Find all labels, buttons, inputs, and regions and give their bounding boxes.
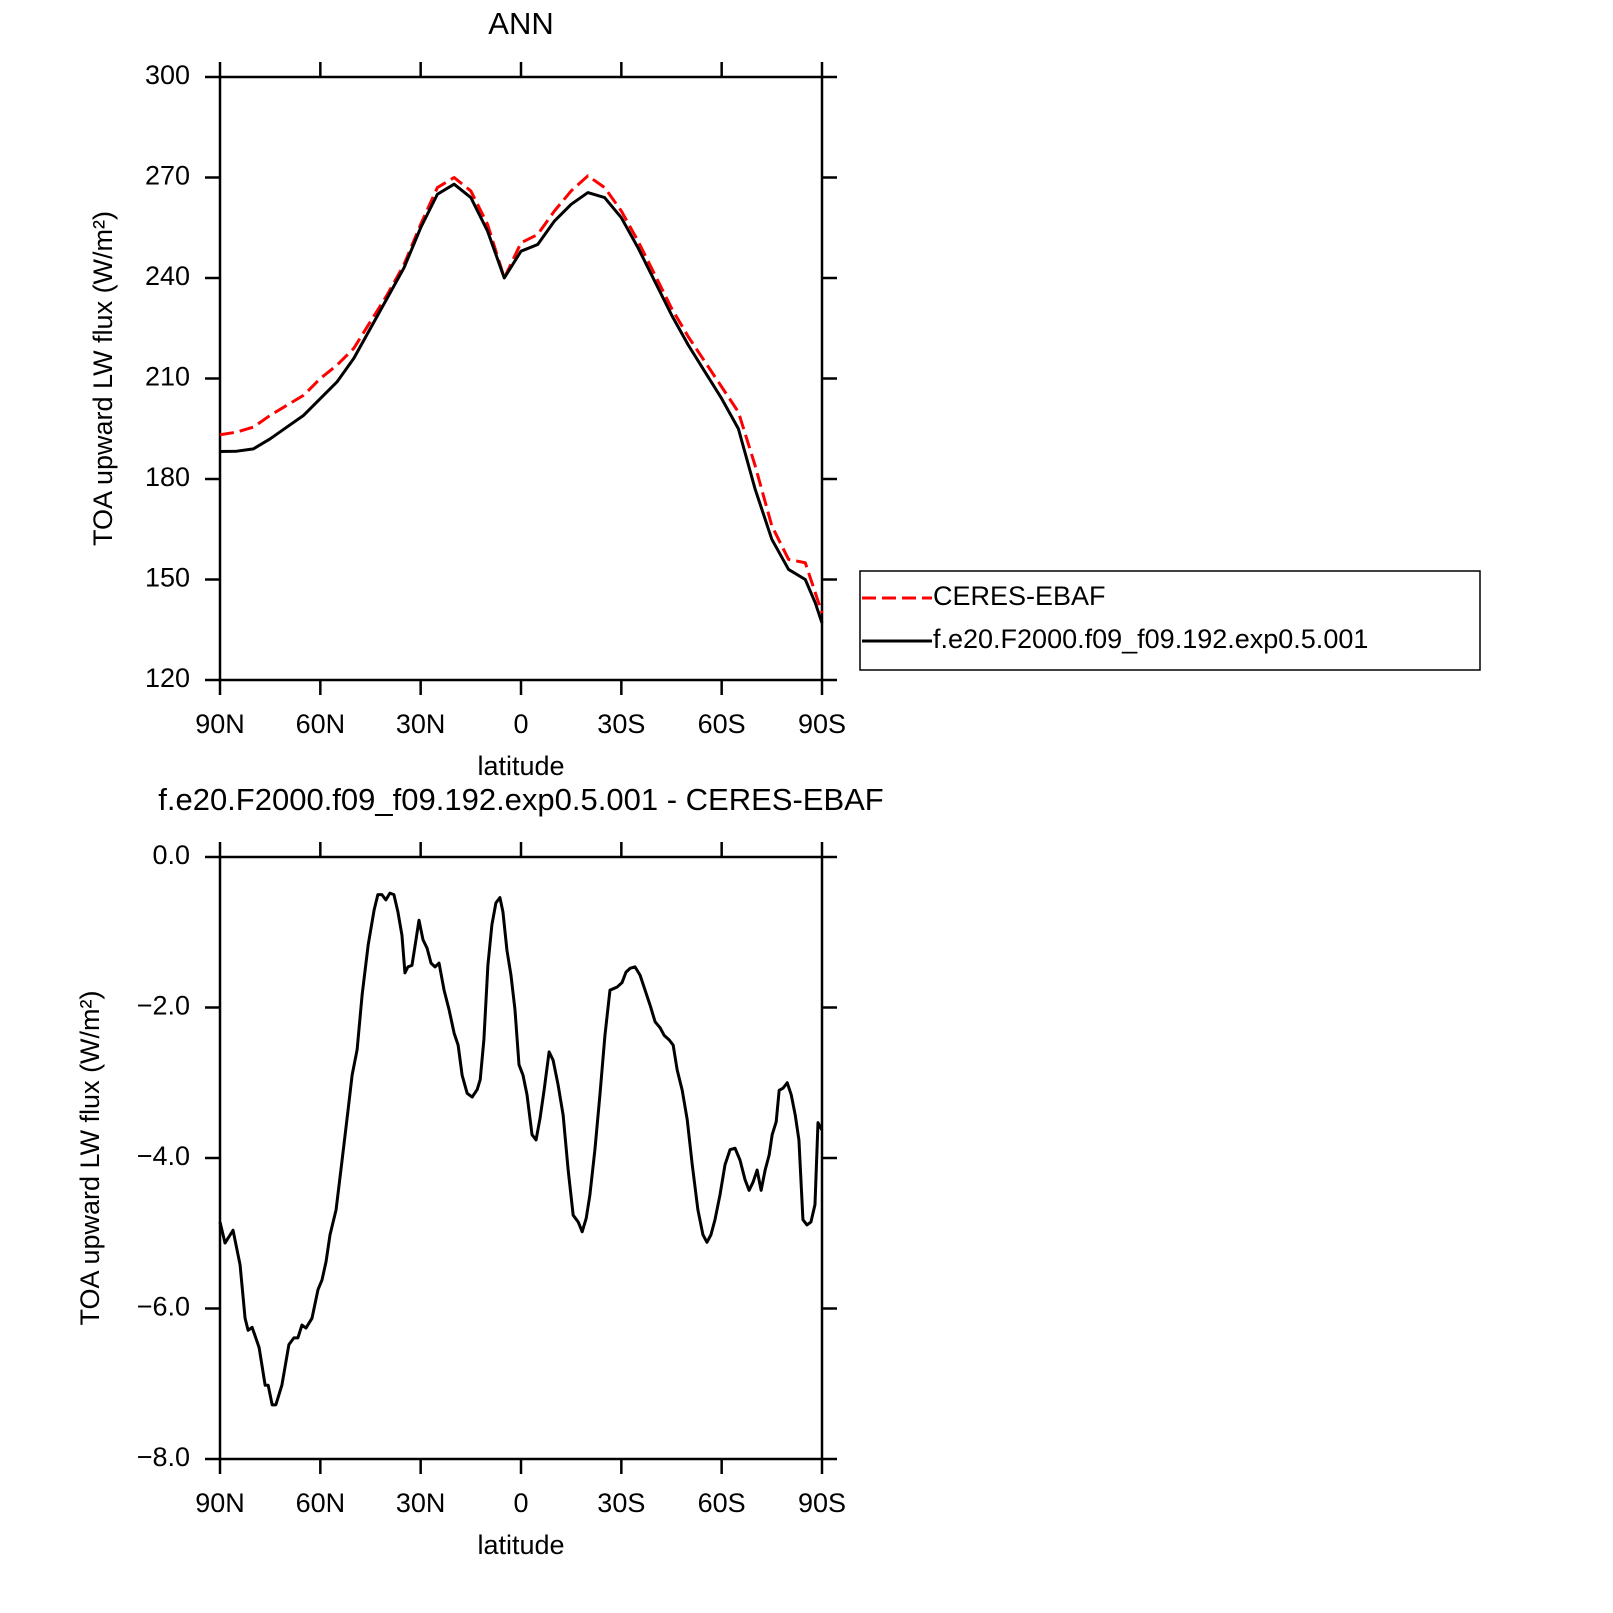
y-tick-label: 240 — [145, 261, 190, 291]
x-tick-label: 90N — [195, 709, 245, 739]
x-axis-label: latitude — [477, 751, 564, 781]
y-tick-label: 180 — [145, 462, 190, 492]
y-tick-label: 300 — [145, 60, 190, 90]
x-tick-label: 0 — [513, 709, 528, 739]
x-tick-label: 30S — [597, 1488, 645, 1518]
y-tick-label: −4.0 — [137, 1141, 190, 1171]
x-tick-label: 90N — [195, 1488, 245, 1518]
x-tick-label: 90S — [798, 709, 846, 739]
plot-frame — [218, 855, 824, 1461]
y-tick-label: 120 — [145, 663, 190, 693]
x-tick-label: 60S — [698, 709, 746, 739]
data-line — [219, 182, 824, 624]
legend-box — [859, 570, 1481, 671]
y-tick-label: −8.0 — [137, 1442, 190, 1472]
x-tick-label: 0 — [513, 1488, 528, 1518]
x-axis-label: latitude — [477, 1530, 564, 1560]
x-tick-label: 90S — [798, 1488, 846, 1518]
x-tick-label: 60N — [296, 709, 346, 739]
y-tick-label: 0.0 — [152, 840, 190, 870]
x-tick-label: 30N — [396, 1488, 446, 1518]
chart-title: f.e20.F2000.f09_f09.192.exp0.5.001 - CER… — [158, 782, 884, 817]
y-axis-label: TOA upward LW flux (W/m²) — [75, 990, 105, 1325]
y-tick-label: 270 — [145, 161, 190, 191]
legend-label: CERES-EBAF — [933, 581, 1106, 611]
y-tick-label: −2.0 — [137, 991, 190, 1021]
data-line — [219, 174, 824, 614]
x-tick-label: 30S — [597, 709, 645, 739]
data-line — [218, 891, 824, 1407]
plot-frame — [218, 75, 824, 682]
y-axis-label: TOA upward LW flux (W/m²) — [88, 211, 118, 546]
legend-label: f.e20.F2000.f09_f09.192.exp0.5.001 — [933, 624, 1368, 654]
x-tick-label: 60S — [698, 1488, 746, 1518]
y-tick-label: 210 — [145, 362, 190, 392]
y-tick-label: −6.0 — [137, 1292, 190, 1322]
x-tick-label: 30N — [396, 709, 446, 739]
chart-title: ANN — [488, 6, 553, 41]
y-tick-label: 150 — [145, 563, 190, 593]
x-tick-label: 60N — [296, 1488, 346, 1518]
